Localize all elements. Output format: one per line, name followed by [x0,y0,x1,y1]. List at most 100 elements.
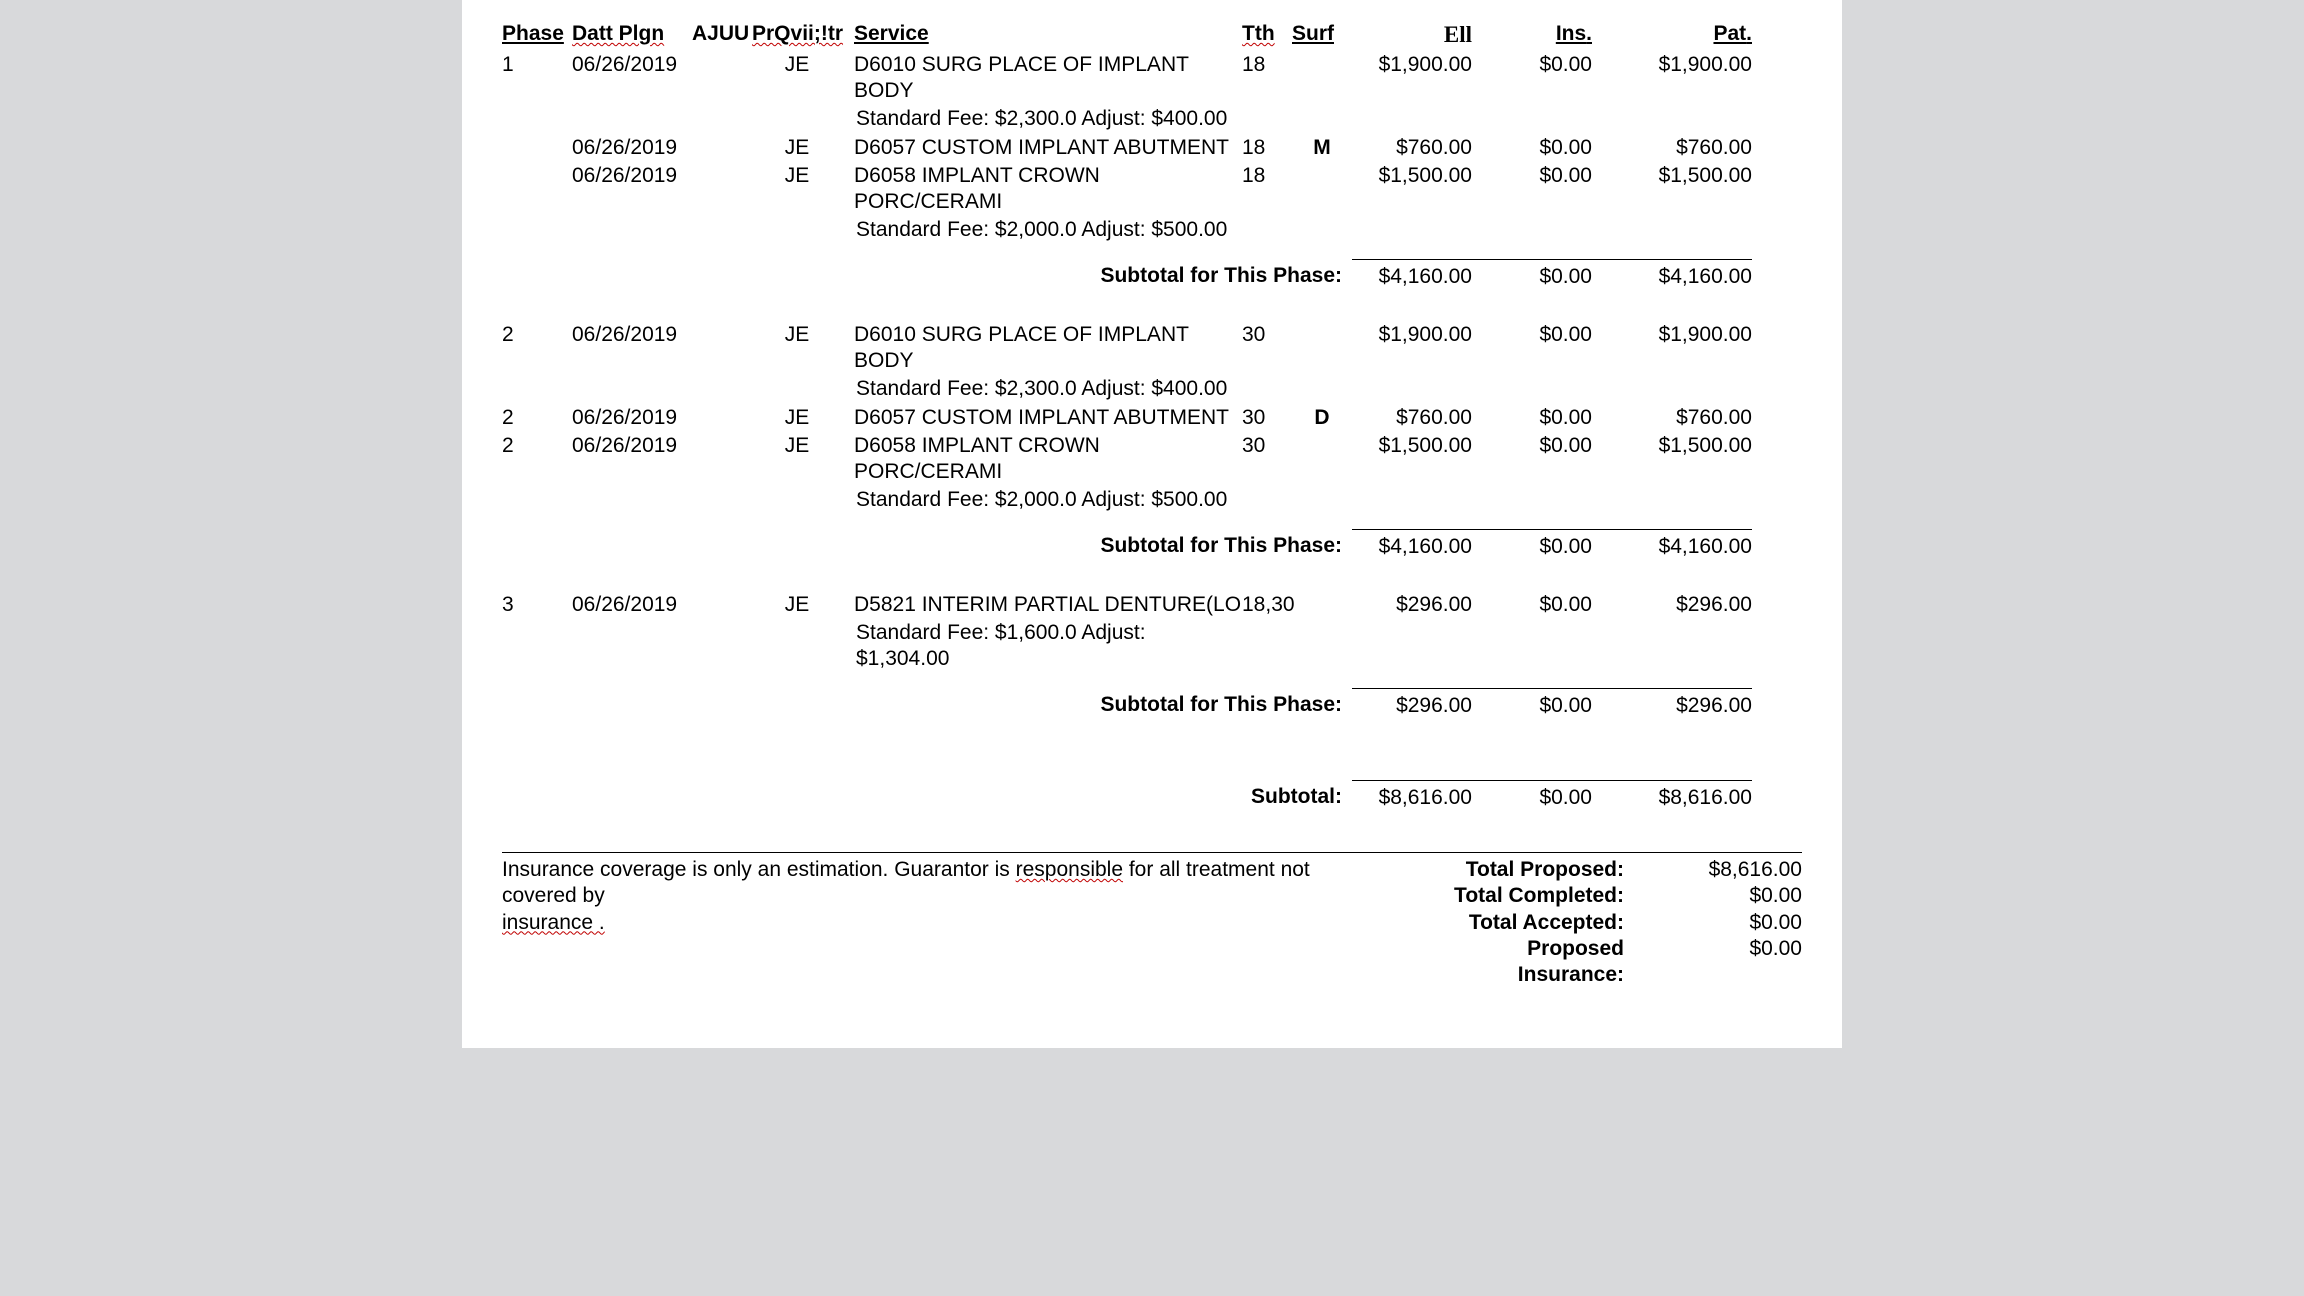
table-row: 06/26/2019 JED6057 CUSTOM IMPLANT ABUTMEN… [502,134,1802,162]
cell-phase: 2 [502,321,572,376]
grand-subtotal-label: Subtotal: [842,780,1352,812]
cell-pat: $760.00 [1592,404,1752,432]
cell-pat: $1,500.00 [1592,162,1752,217]
cell-surf: M [1292,134,1352,162]
cell-tth: 30 [1242,404,1292,432]
grand-subtotal-ins: $0.00 [1472,780,1592,812]
phase-subtotal-ell: $4,160.00 [1352,259,1472,291]
phase-subtotal-pat: $4,160.00 [1592,529,1752,561]
grand-subtotal-pat: $8,616.00 [1592,780,1752,812]
phase-subtotal-row: Subtotal for This Phase:$4,160.00$0.00$4… [502,259,1802,291]
table-row-std: Standard Fee: $2,300.0 Adjust: $400.00 [502,375,1802,403]
cell-ajuu [692,432,752,487]
cell-ajuu [692,321,752,376]
cell-service: D6057 CUSTOM IMPLANT ABUTMENT [842,134,1242,162]
table-header: Phase Datt Plgn AJUU PrQvii;!tr Service … [502,20,1802,51]
col-pat: Pat. [1592,20,1752,51]
cell-tth: 18 [1242,162,1292,217]
cell-ell: $760.00 [1352,134,1472,162]
cell-ajuu [692,591,752,619]
total-value: $8,616.00 [1632,857,1802,883]
table-row: 206/26/2019JED6057 CUSTOM IMPLANT ABUTME… [502,404,1802,432]
cell-surf [1292,162,1352,217]
cell-prov: JE [752,162,842,217]
cell-prov: JE [752,134,842,162]
cell-pat: $1,900.00 [1592,321,1752,376]
col-ajuu: AJUU [692,20,752,51]
treatment-plan-sheet: Phase Datt Plgn AJUU PrQvii;!tr Service … [462,0,1842,1048]
cell-ins: $0.00 [1472,404,1592,432]
cell-ins: $0.00 [1472,432,1592,487]
cell-tth: 30 [1242,321,1292,376]
phase-subtotal-label: Subtotal for This Phase: [842,259,1352,291]
cell-date: 06/26/2019 [572,134,692,162]
cell-stdfee: Standard Fee: $1,600.0 Adjust: $1,304.00 [842,619,1242,674]
cell-ell: $1,900.00 [1352,321,1472,376]
cell-prov: JE [752,321,842,376]
cell-stdfee: Standard Fee: $2,300.0 Adjust: $400.00 [842,105,1242,133]
grand-subtotal-ell: $8,616.00 [1352,780,1472,812]
cell-ell: $1,900.00 [1352,51,1472,106]
phase-subtotal-row: Subtotal for This Phase:$296.00$0.00$296… [502,688,1802,720]
footer: Insurance coverage is only an estimation… [502,852,1802,988]
cell-tth: 18,30 [1242,591,1292,619]
table-row-std: Standard Fee: $2,300.0 Adjust: $400.00 [502,105,1802,133]
table-row-std: Standard Fee: $1,600.0 Adjust: $1,304.00 [502,619,1802,674]
phase-subtotal-ell: $296.00 [1352,688,1472,720]
insurance-note: Insurance coverage is only an estimation… [502,857,1332,936]
cell-surf [1292,432,1352,487]
cell-tth: 18 [1242,51,1292,106]
cell-date: 06/26/2019 [572,591,692,619]
cell-tth: 30 [1242,432,1292,487]
total-label: Total Accepted: [1432,910,1632,936]
cell-date: 06/26/2019 [572,162,692,217]
col-date: Datt Plgn [572,20,692,51]
cell-date: 06/26/2019 [572,432,692,487]
cell-phase: 1 [502,51,572,106]
total-label: Total Proposed: [1432,857,1632,883]
cell-surf [1292,321,1352,376]
cell-prov: JE [752,591,842,619]
cell-ins: $0.00 [1472,134,1592,162]
table-row-std: Standard Fee: $2,000.0 Adjust: $500.00 [502,216,1802,244]
cell-service: D6010 SURG PLACE OF IMPLANT BODY [842,321,1242,376]
col-service: Service [842,20,1242,51]
cell-surf [1292,591,1352,619]
cell-phase [502,162,572,217]
phase-subtotal-ell: $4,160.00 [1352,529,1472,561]
table-row: 306/26/2019JED5821 INTERIM PARTIAL DENTU… [502,591,1802,619]
total-label: Total Completed: [1432,883,1632,909]
phase-subtotal-ins: $0.00 [1472,529,1592,561]
total-value: $0.00 [1632,883,1802,909]
col-ins: Ins. [1472,20,1592,51]
phase-subtotal-ins: $0.00 [1472,688,1592,720]
cell-service: D5821 INTERIM PARTIAL DENTURE(LO [842,591,1242,619]
cell-ins: $0.00 [1472,162,1592,217]
cell-service: D6057 CUSTOM IMPLANT ABUTMENT [842,404,1242,432]
table-row: 206/26/2019 JED6010 SURG PLACE OF IMPLANT… [502,321,1802,376]
phase-subtotal-pat: $296.00 [1592,688,1752,720]
col-ell: Ell [1352,20,1472,51]
cell-ajuu [692,162,752,217]
cell-date: 06/26/2019 [572,404,692,432]
table-row: 06/26/2019JED6058 IMPLANT CROWN PORC/CER… [502,162,1802,217]
cell-phase: 2 [502,404,572,432]
table-row-std: Standard Fee: $2,000.0 Adjust: $500.00 [502,486,1802,514]
cell-service: D6058 IMPLANT CROWN PORC/CERAMI [842,432,1242,487]
cell-ajuu [692,404,752,432]
cell-ajuu [692,134,752,162]
cell-stdfee: Standard Fee: $2,300.0 Adjust: $400.00 [842,375,1242,403]
cell-ell: $760.00 [1352,404,1472,432]
cell-date: 06/26/2019 [572,321,692,376]
cell-ajuu [692,51,752,106]
phase-subtotal-pat: $4,160.00 [1592,259,1752,291]
cell-pat: $1,500.00 [1592,432,1752,487]
cell-phase: 2 [502,432,572,487]
table-row: 106/26/2019JED6010 SURG PLACE OF IMPLANT… [502,51,1802,106]
grand-subtotal-row: Subtotal: $8,616.00 $0.00 $8,616.00 [502,780,1802,812]
cell-ins: $0.00 [1472,321,1592,376]
cell-tth: 18 [1242,134,1292,162]
cell-ell: $296.00 [1352,591,1472,619]
cell-ell: $1,500.00 [1352,432,1472,487]
phase-subtotal-label: Subtotal for This Phase: [842,688,1352,720]
